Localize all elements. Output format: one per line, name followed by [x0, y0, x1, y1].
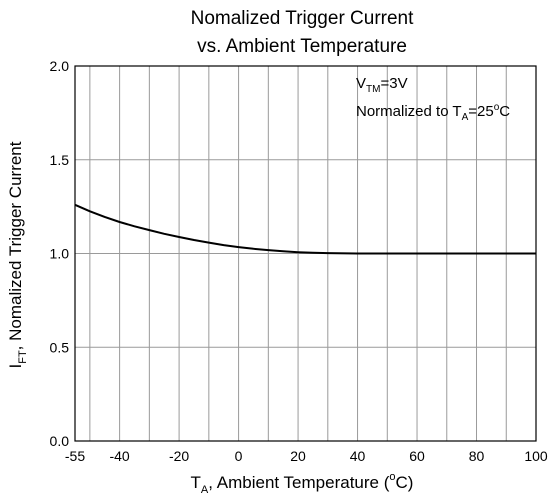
x-tick-label: -20	[169, 448, 189, 464]
y-tick-label: 2.0	[50, 58, 70, 74]
x-tick-label: 0	[235, 448, 243, 464]
x-tick-label: 20	[290, 448, 306, 464]
y-tick-label: 1.5	[50, 152, 70, 168]
annotation-vtm: VTM=3V	[356, 75, 408, 95]
annotation-normalized: Normalized to TA=25oC	[356, 102, 510, 123]
x-tick-label: 60	[409, 448, 425, 464]
tick-labels: -55 -40 -20 0 20 40 60 80 100 0.0 0.5 1.0 1.5 2.0	[50, 58, 548, 464]
series-line	[74, 203, 536, 255]
series-layer	[74, 203, 536, 255]
y-tick-label: 0.0	[50, 433, 70, 449]
x-tick-label: 100	[524, 448, 548, 464]
x-tick-label: -40	[109, 448, 129, 464]
plot-frame	[74, 65, 537, 442]
y-axis-label: IFT, Nomalized Trigger Current	[6, 141, 29, 368]
x-tick-label: 80	[469, 448, 485, 464]
y-tick-label: 0.5	[50, 339, 70, 355]
chart-title-line2: vs. Ambient Temperature	[197, 36, 407, 57]
x-tick-label: -55	[65, 448, 85, 464]
y-tick-label: 1.0	[50, 246, 70, 262]
x-tick-label: 40	[350, 448, 366, 464]
chart-title-line1: Nomalized Trigger Current	[191, 8, 415, 29]
x-axis-label: TA, Ambient Temperature (oC)	[191, 471, 414, 496]
